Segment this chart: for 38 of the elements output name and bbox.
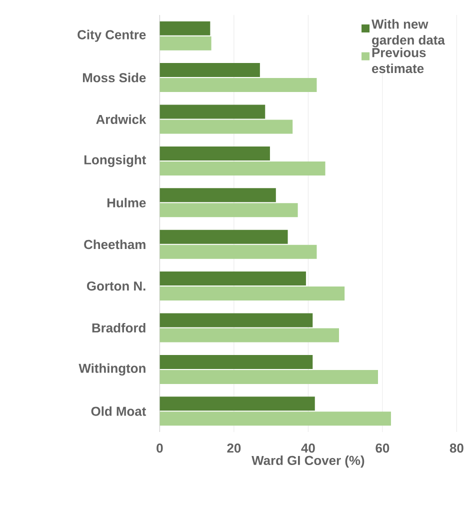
y-tick-label: Ardwick — [96, 114, 146, 124]
bar — [160, 146, 270, 160]
bar — [160, 78, 317, 92]
bar — [160, 370, 378, 384]
bar — [160, 272, 306, 286]
bar — [160, 203, 298, 218]
legend-label: Previous estimate — [372, 48, 426, 74]
bar — [160, 286, 345, 301]
bar — [160, 161, 326, 176]
x-tick-label: 60 — [376, 444, 390, 453]
y-tick-label: Longsight — [84, 154, 146, 168]
bar — [160, 412, 391, 426]
bar — [160, 313, 313, 328]
x-axis-title: Ward GI Cover (%) — [252, 456, 364, 468]
y-tick-label: Moss Side — [82, 72, 146, 82]
x-tick-label: 20 — [227, 444, 241, 453]
y-tick-label: City Centre — [78, 30, 146, 42]
x-tick-label: 40 — [301, 444, 315, 453]
y-tick-label: Old Moat — [91, 406, 146, 416]
legend-label: With new garden data — [372, 19, 445, 48]
bar — [160, 244, 317, 259]
bar — [160, 230, 288, 244]
bar — [160, 104, 266, 119]
x-tick-label: 0 — [156, 444, 163, 453]
y-tick-label: Bradford — [92, 322, 146, 332]
bar — [160, 188, 276, 202]
y-tick-label: Withington — [78, 363, 146, 376]
bar — [160, 21, 210, 36]
bar — [160, 120, 293, 134]
bar — [160, 36, 212, 50]
x-tick-label: 80 — [450, 444, 464, 453]
bar — [160, 354, 313, 369]
bar — [160, 63, 260, 78]
y-tick-label: Hulme — [107, 198, 146, 208]
y-tick-label: Cheetham — [84, 240, 146, 250]
y-tick-label: Gorton N. — [87, 281, 146, 291]
bar — [160, 328, 340, 342]
bar — [160, 396, 315, 411]
